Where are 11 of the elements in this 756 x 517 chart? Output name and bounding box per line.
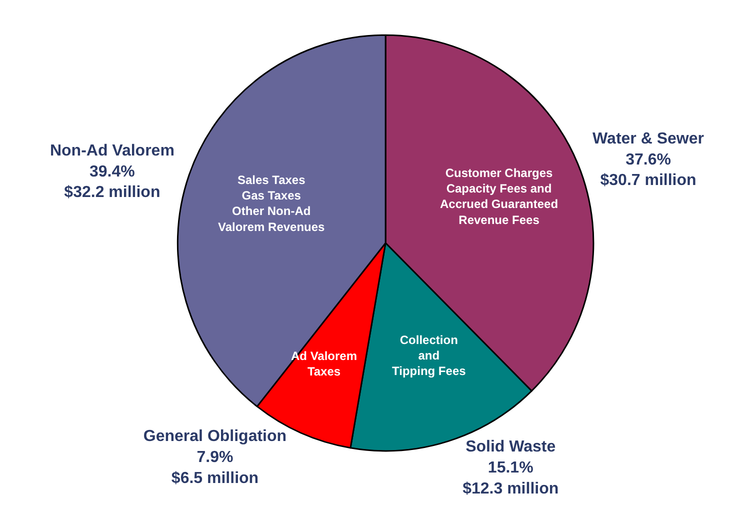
data-label: 39.4% $32.2 million [64,163,160,202]
text: Collection and Tipping Fees [392,333,466,378]
text: Sales Taxes Gas Taxes Other Non-Ad Valorem Revenues [218,173,326,234]
data-label: 7.9% $6.5 million [171,448,259,487]
slice-label: Non-Ad Valorem [50,142,174,160]
text: Customer Charges Capacity Fees and Accrued Guaranteed Revenue Fees [440,166,558,227]
slice-label: General Obligation [143,428,287,446]
data-label: 37.6% $30.7 million [600,151,696,190]
data-label: 15.1% $12.3 million [462,459,559,498]
slice-label: Solid Waste [466,438,556,456]
slice-label: Water & Sewer [592,130,704,148]
